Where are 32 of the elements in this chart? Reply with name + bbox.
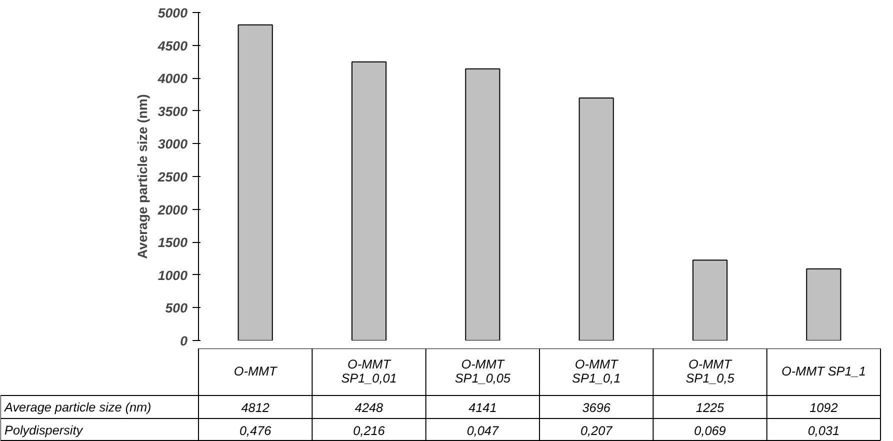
y-tick-label: 4500 xyxy=(156,38,188,54)
x-tick-label: O-MMT SP1_0,1 xyxy=(572,358,621,386)
text: 0,047 xyxy=(466,424,500,438)
y-tick-label: 500 xyxy=(165,300,188,316)
x-tick-label: O-MMT SP1_0,05 xyxy=(454,358,512,386)
y-tick-label: 1000 xyxy=(158,268,188,283)
text: Polydispersity xyxy=(4,424,84,438)
y-tick-label: 2500 xyxy=(156,170,188,184)
y-tick-label: 5000 xyxy=(158,6,188,20)
text: 0,031 xyxy=(808,424,840,438)
text: 0,476 xyxy=(240,424,272,438)
data-label: 4248 xyxy=(354,401,384,415)
data-label: 1225 xyxy=(696,401,726,415)
y-tick-label: 0 xyxy=(180,334,188,348)
x-tick-label: O-MMT xyxy=(234,364,278,378)
y-tick-label: 2000 xyxy=(156,202,188,218)
y-tick-label: 3500 xyxy=(158,104,188,119)
y-tick-label: 4000 xyxy=(156,71,188,86)
data-label: 4141 xyxy=(468,401,497,415)
y-axis-title: Average particle size (nm) xyxy=(134,94,150,259)
data-label: 1092 xyxy=(810,401,838,415)
data-label: 4812 xyxy=(241,401,270,415)
x-tick-label: O-MMT SP1_1 xyxy=(781,364,866,378)
data-label: 3696 xyxy=(582,401,612,415)
x-tick-label: O-MMT SP1_0,5 xyxy=(686,358,736,386)
text: 0,069 xyxy=(694,424,726,438)
y-tick-label: 3000 xyxy=(158,136,188,152)
text: 0,216 xyxy=(353,424,386,438)
text: 0,207 xyxy=(580,424,614,438)
x-tick-label: O-MMT SP1_0,01 xyxy=(341,358,397,386)
legend-label: Average particle size (nm) xyxy=(4,400,152,414)
y-tick-label: 1500 xyxy=(158,235,188,250)
